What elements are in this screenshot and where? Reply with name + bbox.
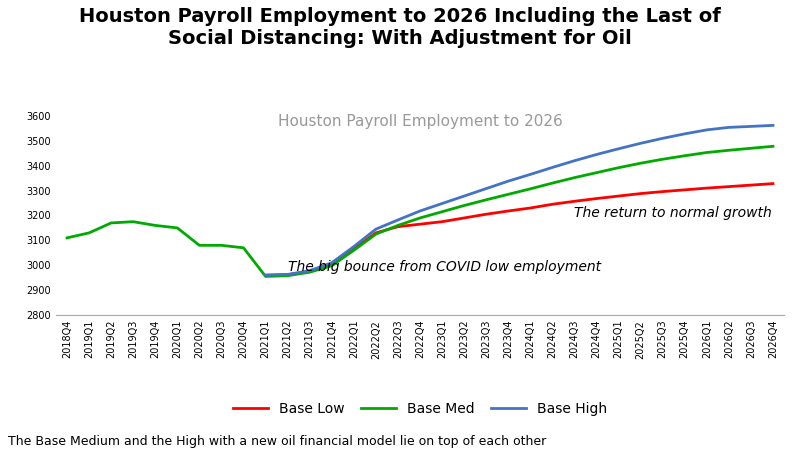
Base Low — [658, 189, 667, 194]
Base Med — [327, 263, 337, 269]
Base Med — [636, 161, 646, 166]
Base Med — [283, 273, 293, 279]
Base High — [592, 152, 602, 157]
Base High — [526, 172, 535, 177]
Base High — [702, 127, 711, 133]
Base Med — [482, 197, 491, 202]
Base Low — [327, 261, 337, 267]
Base Low — [393, 224, 402, 230]
Base High — [349, 244, 358, 249]
Base Low — [261, 273, 270, 278]
Base Low — [305, 269, 314, 274]
Line: Base Low: Base Low — [266, 184, 773, 275]
Base High — [768, 123, 778, 128]
Base Med — [173, 225, 182, 230]
Base Med — [459, 203, 469, 208]
Base Med — [106, 220, 116, 225]
Text: Houston Payroll Employment to 2026: Houston Payroll Employment to 2026 — [278, 114, 562, 129]
Base Low — [526, 205, 535, 211]
Base Low — [592, 196, 602, 201]
Base Med — [614, 165, 623, 171]
Base Med — [371, 231, 381, 237]
Base Med — [194, 243, 204, 248]
Base Med — [305, 270, 314, 275]
Text: Houston Payroll Employment to 2026 Including the Last of
Social Distancing: With: Houston Payroll Employment to 2026 Inclu… — [79, 7, 721, 48]
Base Low — [283, 272, 293, 277]
Base Med — [84, 230, 94, 236]
Base Low — [724, 184, 734, 189]
Base Med — [129, 219, 138, 225]
Line: Base Med: Base Med — [67, 146, 773, 276]
Base Low — [459, 215, 469, 220]
Base Low — [547, 202, 557, 207]
Base High — [371, 226, 381, 232]
Base Med — [349, 248, 358, 253]
Base Med — [150, 223, 160, 228]
Base High — [438, 201, 447, 206]
Base Med — [393, 223, 402, 228]
Base Med — [724, 148, 734, 153]
Base High — [680, 131, 690, 136]
Base Med — [438, 209, 447, 215]
Base High — [283, 272, 293, 277]
Line: Base High: Base High — [266, 126, 773, 275]
Base Med — [238, 245, 248, 251]
Base High — [261, 273, 270, 278]
Base Med — [217, 243, 226, 248]
Base Low — [415, 221, 425, 227]
Base Low — [503, 208, 513, 214]
Base Med — [680, 153, 690, 158]
Base Med — [702, 150, 711, 155]
Base Med — [746, 146, 756, 151]
Base High — [503, 179, 513, 184]
Base High — [746, 124, 756, 129]
Base High — [415, 208, 425, 214]
Base Low — [636, 191, 646, 196]
Base High — [614, 146, 623, 152]
Base Low — [482, 212, 491, 217]
Base Med — [62, 235, 72, 241]
Base Med — [592, 170, 602, 176]
Base High — [547, 165, 557, 170]
Base High — [393, 217, 402, 223]
Base High — [658, 135, 667, 141]
Base Med — [415, 215, 425, 220]
Base Med — [658, 157, 667, 162]
Base Low — [349, 246, 358, 252]
Base Med — [768, 144, 778, 149]
Base Low — [570, 198, 579, 204]
Base Low — [438, 219, 447, 225]
Base High — [724, 125, 734, 130]
Base High — [636, 140, 646, 146]
Base Low — [614, 194, 623, 199]
Base Med — [547, 180, 557, 186]
Text: The big bounce from COVID low employment: The big bounce from COVID low employment — [288, 261, 601, 274]
Base Low — [680, 187, 690, 193]
Text: The return to normal growth: The return to normal growth — [574, 206, 772, 220]
Base High — [327, 260, 337, 265]
Base Low — [768, 181, 778, 186]
Base High — [459, 194, 469, 199]
Base High — [482, 186, 491, 191]
Base Med — [261, 274, 270, 279]
Base Low — [371, 230, 381, 236]
Base Low — [746, 182, 756, 188]
Base Med — [503, 192, 513, 197]
Base High — [305, 268, 314, 274]
Base Low — [702, 185, 711, 191]
Text: The Base Medium and the High with a new oil financial model lie on top of each o: The Base Medium and the High with a new … — [8, 435, 546, 448]
Base Med — [570, 175, 579, 180]
Base High — [570, 158, 579, 163]
Base Med — [526, 186, 535, 192]
Legend: Base Low, Base Med, Base High: Base Low, Base Med, Base High — [227, 396, 613, 421]
